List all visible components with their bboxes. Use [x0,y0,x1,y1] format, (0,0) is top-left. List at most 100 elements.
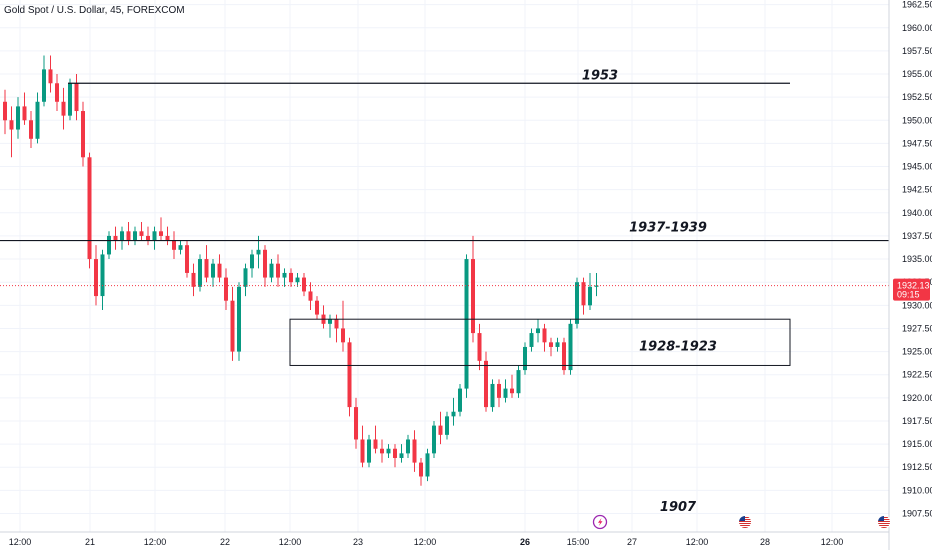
time-tick-label: 12:00 [821,537,844,547]
candle-body [393,448,397,458]
time-tick-label: 12:00 [279,537,302,547]
price-tick-label: 1925.00 [902,347,932,357]
candle-body [419,462,423,477]
flag-stripe [877,521,891,522]
candle-body [594,285,599,287]
candle-body [282,272,287,278]
candle-body [81,111,85,158]
candle-body [328,319,332,324]
candle-body [107,235,111,255]
candle-body [302,277,306,292]
price-tick-label: 1935.00 [902,254,932,264]
candle-body [542,328,547,343]
note-label: 1907 [660,500,697,515]
time-tick-label: 27 [627,537,637,547]
price-tick-label: 1960.00 [902,23,932,33]
candle-body [334,319,339,329]
flag-stripe [738,521,752,522]
candle-body [295,277,300,283]
candle-body [497,383,501,398]
candle-body [367,439,371,463]
candle-body [477,333,482,361]
time-tick-label: 12:00 [686,537,709,547]
level-label: 1937-1939 [629,221,707,236]
price-axis: 1907.50 1910.00 1912.50 1915.00 1917.50 1920.… [888,0,932,550]
price-tick-label: 1940.00 [902,208,932,218]
candle-body [256,249,261,255]
symbol-title: Gold Spot / U.S. Dollar, 45, FOREXCOM [4,5,185,16]
flag-stripe [738,525,752,526]
candle-body [178,245,183,250]
flag-ring [738,515,752,529]
candle-body [529,333,534,347]
time-axis: 12:00 21 12:00 22 12:00 23 12:00 26 15:00 27 12:00… [0,531,889,547]
candle-body [412,439,417,463]
price-tag-value: 1932.13 [897,281,930,291]
candle-body [588,286,592,306]
candle-body [42,69,46,102]
candle-body [373,439,378,449]
candle-body [120,231,124,241]
price-tick-label: 1937.50 [902,231,932,241]
candle-body [471,259,475,334]
candle-body [581,282,586,306]
candle-body [399,453,404,458]
candle-body [568,323,573,371]
price-tick-label: 1952.50 [902,92,932,102]
candle-body [3,101,7,121]
candle-body [484,360,488,408]
price-tick-label: 1907.50 [902,508,932,518]
candle-body [464,259,469,389]
lightning-icon[interactable] [592,514,608,530]
candle-body [243,268,248,287]
candle-body [55,83,59,102]
time-tick-label: 15:00 [567,537,590,547]
candle-body [9,120,14,130]
candle-body [250,254,254,269]
flag-canton [738,515,745,521]
candle-body [100,254,105,297]
price-tick-label: 1930.00 [902,300,932,310]
candle-body [490,383,495,408]
price-tick-label: 1917.50 [902,416,932,426]
price-tick-label: 1947.50 [902,138,932,148]
candle-body [549,342,553,347]
candle-body [172,240,176,250]
candle-body [139,231,144,236]
zone-label: 1928-1923 [639,339,717,354]
price-tick-label: 1910.00 [902,485,932,495]
candle-body [113,235,118,241]
candle-body [458,388,462,412]
candle-body [159,231,163,236]
candle-body [276,263,280,278]
candle-body [165,235,170,241]
time-tick-label: 12:00 [414,537,437,547]
candle-body [35,101,40,139]
us-flag-icon[interactable] [877,515,891,529]
candle-body [237,286,241,352]
candle-body [347,342,352,408]
zone-rectangle[interactable] [289,318,791,366]
candle-body [94,259,98,297]
us-flag-icon[interactable] [738,515,752,529]
candle-body [438,425,443,435]
candle-body [354,407,358,440]
candle-body [185,245,189,273]
candle-body [217,263,222,278]
candle-body [204,259,209,278]
candle-body [269,263,274,278]
price-tick-label: 1945.00 [902,162,932,172]
flag-ring [877,515,891,529]
candle-body [68,83,72,116]
candle-body [536,328,540,334]
flag-stripe [877,525,891,526]
candle-body [146,235,150,241]
candle-body [523,346,527,371]
flag-stripe [738,527,752,528]
price-tick-label: 1920.00 [902,393,932,403]
candle-body [432,425,436,454]
price-tag-background [893,278,930,301]
